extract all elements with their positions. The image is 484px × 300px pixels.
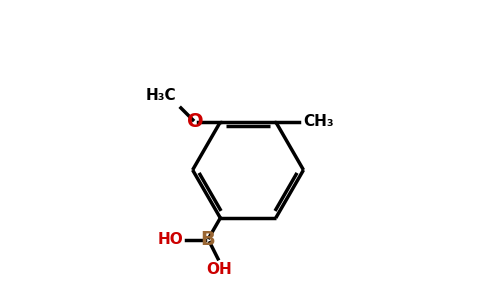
Text: H₃C: H₃C bbox=[146, 88, 176, 103]
Text: HO: HO bbox=[158, 232, 183, 247]
Text: OH: OH bbox=[206, 262, 232, 277]
Text: O: O bbox=[187, 112, 203, 131]
Text: CH₃: CH₃ bbox=[303, 115, 334, 130]
Text: B: B bbox=[200, 230, 215, 250]
